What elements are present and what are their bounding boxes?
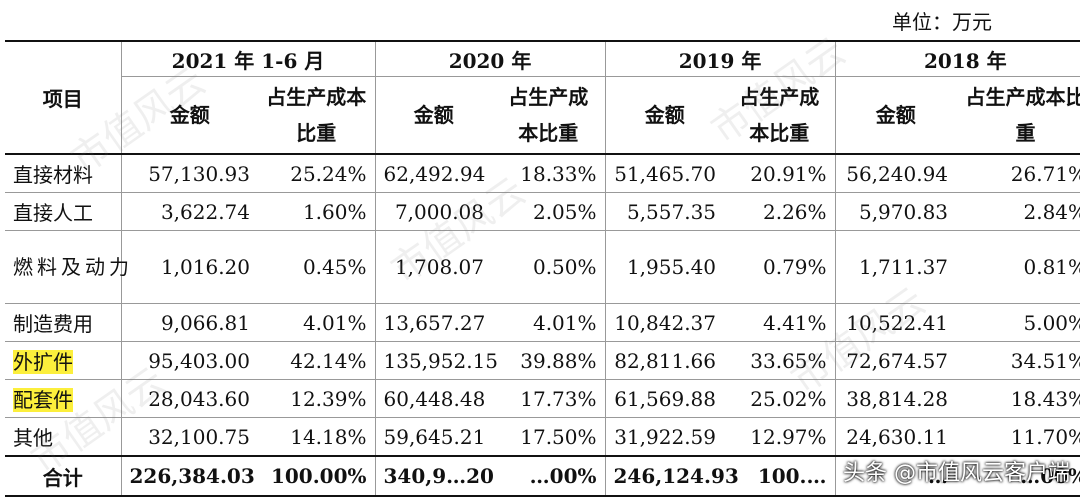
period-header-2019: 2019 年 — [605, 40, 836, 77]
row-label: 其他 — [5, 417, 122, 457]
total-value: 246,124.93 — [605, 455, 739, 497]
cell-value: 32,100.75 — [121, 417, 258, 457]
cell-value: 9,066.81 — [121, 303, 258, 342]
cell-value: 57,130.93 — [121, 154, 258, 193]
amount-header: 金额 — [835, 76, 957, 155]
cell-value: 3,622.74 — [121, 192, 258, 231]
cell-value: 17.73% — [492, 379, 606, 418]
amount-header: 金额 — [375, 76, 492, 155]
cell-value: 4.01% — [258, 303, 376, 342]
total-value: 100.… — [724, 455, 836, 497]
cell-value: 12.97% — [724, 417, 836, 457]
footer-watermark: 头条 @市值风云客户端 — [843, 461, 1070, 486]
table-row: 外扩件 95,403.00 42.14% 135,952.15 39.88% 8… — [5, 341, 1080, 380]
amount-header: 金额 — [121, 76, 258, 155]
amount-header: 金额 — [605, 76, 725, 155]
cell-value: 4.41% — [724, 303, 836, 342]
cell-value: 2.05% — [492, 192, 606, 231]
cell-value: 10,522.41 — [835, 303, 957, 342]
table-row: 直接人工 3,622.74 1.60% 7,000.08 2.05% 5,557… — [5, 192, 1080, 231]
row-label: 制造费用 — [5, 303, 122, 342]
total-value: …00% — [492, 455, 606, 497]
item-column-header: 项目 — [5, 40, 122, 155]
cell-value: 56,240.94 — [835, 154, 957, 193]
cell-value: 25.24% — [258, 154, 376, 193]
cell-value: 72,674.57 — [835, 341, 957, 380]
table-row: 其他 32,100.75 14.18% 59,645.21 17.50% 31,… — [5, 417, 1080, 457]
cell-value: 0.50% — [492, 230, 606, 304]
cell-value: 1,708.07 — [375, 230, 492, 304]
cell-value: 24,630.11 — [835, 417, 957, 457]
cell-value: 20.91% — [724, 154, 836, 193]
ratio-header: 占生产成本比重 — [965, 85, 1080, 145]
unit-label: 单位：万元 — [892, 10, 992, 34]
total-value: 340,9…20 — [375, 455, 494, 497]
row-label: 直接材料 — [5, 154, 122, 193]
cell-value: 62,492.94 — [375, 154, 492, 193]
cell-value: 7,000.08 — [375, 192, 492, 231]
cell-value: 26.71% — [956, 154, 1080, 193]
row-label: 燃料及动力 — [5, 230, 129, 304]
table-row: 燃料及动力 1,016.20 0.45% 1,708.07 0.50% 1,95… — [5, 230, 1080, 304]
cell-value: 13,657.27 — [375, 303, 492, 342]
cell-value: 95,403.00 — [121, 341, 258, 380]
production-cost-table: 项目 2021 年 1-6 月 2020 年 2019 年 2018 年 金额 … — [5, 40, 1080, 497]
cell-value: 12.39% — [258, 379, 376, 418]
cell-value: 28,043.60 — [121, 379, 258, 418]
cell-value: 11.70% — [956, 417, 1080, 457]
cell-value: 42.14% — [258, 341, 376, 380]
row-label-highlighted: 外扩件 — [13, 350, 73, 374]
cell-value: 1,016.20 — [121, 230, 258, 304]
cell-value: 5,970.83 — [835, 192, 957, 231]
cell-value: 61,569.88 — [605, 379, 725, 418]
cell-value: 51,465.70 — [605, 154, 725, 193]
cell-value: 31,922.59 — [605, 417, 725, 457]
cell-value: 14.18% — [258, 417, 376, 457]
cell-value: 18.43% — [956, 379, 1080, 418]
cell-value: 60,448.48 — [375, 379, 492, 418]
total-value: 100.00% — [258, 455, 376, 497]
cell-value: 82,811.66 — [605, 341, 725, 380]
row-label-highlighted: 配套件 — [13, 388, 73, 412]
cell-value: 25.02% — [724, 379, 836, 418]
cell-value: 2.26% — [724, 192, 836, 231]
total-row: 合计 226,384.03 100.00% 340,9…20 …00% 246,… — [5, 455, 1080, 497]
cell-value: 18.33% — [492, 154, 606, 193]
cell-value: 1.60% — [258, 192, 376, 231]
cell-value: 2.84% — [956, 192, 1080, 231]
cell-value: 59,645.21 — [375, 417, 492, 457]
cell-value: 4.01% — [492, 303, 606, 342]
cell-value: 33.65% — [724, 341, 836, 380]
row-label: 直接人工 — [5, 192, 122, 231]
ratio-header: 占生产成本比重 — [739, 85, 820, 145]
table-row: 制造费用 9,066.81 4.01% 13,657.27 4.01% 10,8… — [5, 303, 1080, 342]
table-row: 直接材料 57,130.93 25.24% 62,492.94 18.33% 5… — [5, 154, 1080, 193]
period-header-2018: 2018 年 — [835, 40, 1080, 77]
cell-value: 1,711.37 — [835, 230, 957, 304]
cell-value: 38,814.28 — [835, 379, 957, 418]
cell-value: 5.00% — [956, 303, 1080, 342]
cell-value: 0.79% — [724, 230, 836, 304]
cell-value: 135,952.15 — [375, 341, 498, 380]
total-value: 226,384.03 — [121, 455, 258, 497]
cell-value: 0.81% — [956, 230, 1080, 304]
cell-value: 10,842.37 — [605, 303, 725, 342]
table-row: 配套件 28,043.60 12.39% 60,448.48 17.73% 61… — [5, 379, 1080, 418]
cell-value: 34.51% — [956, 341, 1080, 380]
cell-value: 39.88% — [492, 341, 606, 380]
ratio-header: 占生产成本比重 — [508, 85, 589, 145]
total-label: 合计 — [5, 455, 122, 497]
ratio-header: 占生产成本比重 — [266, 85, 367, 145]
cell-value: 17.50% — [492, 417, 606, 457]
cell-value: 5,557.35 — [605, 192, 725, 231]
cell-value: 1,955.40 — [605, 230, 725, 304]
period-header-2020: 2020 年 — [375, 40, 606, 77]
period-header-2021h1: 2021 年 1-6 月 — [121, 40, 376, 77]
cell-value: 0.45% — [258, 230, 376, 304]
total-value: … — [835, 455, 957, 497]
